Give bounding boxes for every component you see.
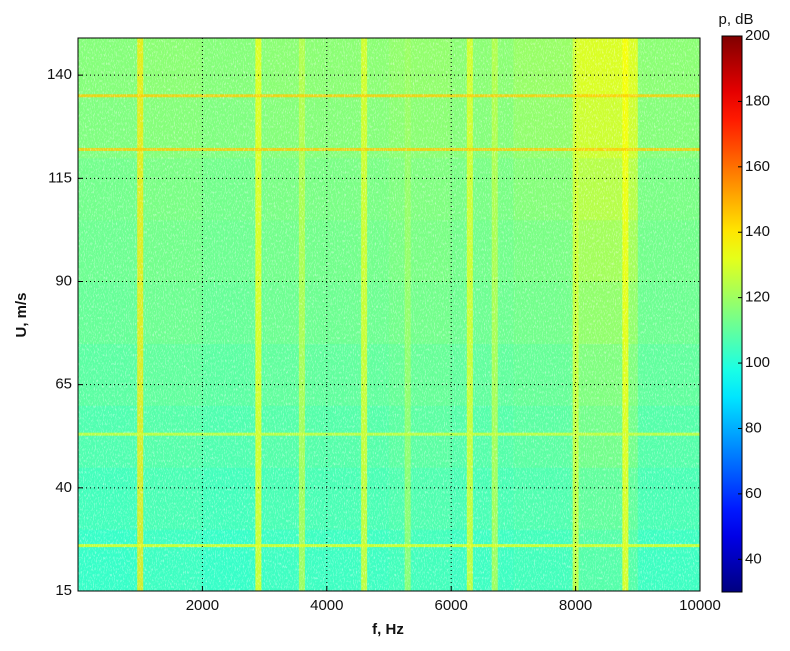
y-tick-label: 115	[48, 169, 72, 186]
colorbar	[721, 35, 743, 593]
y-tick-label: 140	[47, 66, 72, 83]
x-axis-title: f, Hz	[372, 621, 404, 638]
plot-frame	[77, 37, 701, 592]
colorbar-tick-label: 140	[745, 223, 770, 240]
colorbar-tick-label: 40	[745, 550, 762, 567]
colorbar-title: p, dB	[718, 11, 753, 28]
colorbar-tick-label: 100	[745, 354, 770, 371]
y-tick-label: 90	[55, 272, 72, 289]
colorbar-tick-label: 160	[745, 158, 770, 175]
y-tick-label: 65	[55, 376, 72, 393]
colorbar-tick-label: 80	[745, 419, 762, 436]
colorbar-tick-label: 120	[745, 289, 770, 306]
x-tick-label: 10000	[679, 597, 721, 614]
x-tick-label: 8000	[559, 597, 592, 614]
colorbar-tick-label: 60	[745, 485, 762, 502]
colorbar-tick-label: 180	[745, 92, 770, 109]
x-tick-label: 4000	[310, 597, 343, 614]
speckle	[78, 38, 700, 591]
x-tick-label: 2000	[186, 597, 219, 614]
x-tick-label: 6000	[435, 597, 468, 614]
y-tick-label: 40	[55, 479, 72, 496]
y-axis-title: U, m/s	[13, 292, 30, 337]
y-tick-label: 15	[55, 582, 72, 599]
colorbar-tick-label: 200	[745, 27, 770, 44]
